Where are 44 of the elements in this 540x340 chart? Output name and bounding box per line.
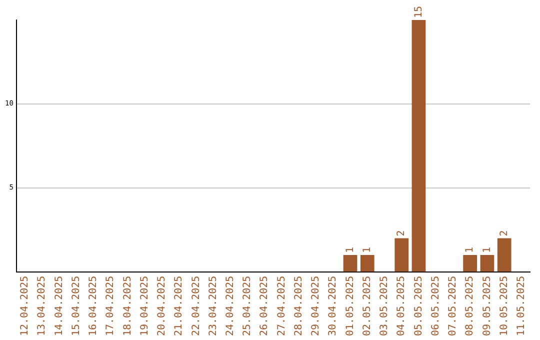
x-tick-label: 27.04.2025 — [276, 276, 288, 336]
x-tick-label: 24.04.2025 — [225, 276, 236, 336]
x-tick-label: 06.05.2025 — [430, 276, 442, 336]
data-label: 1 — [362, 246, 373, 254]
x-tick-label: 08.05.2025 — [464, 276, 476, 336]
x-tick-label: 02.05.2025 — [362, 276, 373, 336]
x-tick-label: 01.05.2025 — [344, 276, 356, 336]
bar — [360, 255, 374, 272]
x-tick-label: 12.04.2025 — [20, 276, 31, 336]
x-tick-label: 14.04.2025 — [54, 276, 65, 336]
bar — [480, 255, 494, 272]
bar — [412, 20, 426, 272]
x-tick-label: 10.05.2025 — [498, 276, 510, 336]
x-tick-label: 28.04.2025 — [293, 276, 304, 336]
x-tick-label: 11.05.2025 — [516, 276, 528, 336]
data-label: 1 — [344, 246, 356, 254]
x-tick-label: 18.04.2025 — [122, 276, 134, 336]
x-tick-label: 05.05.2025 — [413, 276, 424, 336]
x-tick-label: 04.05.2025 — [396, 276, 408, 336]
x-tick-label: 23.04.2025 — [208, 276, 219, 336]
bar — [497, 238, 512, 272]
bar — [463, 255, 478, 272]
x-tick-label: 19.04.2025 — [139, 276, 150, 336]
bar — [394, 238, 409, 272]
x-tick-label: 21.04.2025 — [174, 276, 185, 336]
x-tick-label: 16.04.2025 — [88, 276, 100, 336]
x-tick-label: 13.04.2025 — [36, 276, 48, 336]
x-tick-label: 30.04.2025 — [328, 276, 339, 336]
x-tick-label: 25.04.2025 — [242, 276, 254, 336]
x-tick-label: 17.04.2025 — [105, 276, 116, 336]
bar — [343, 255, 358, 272]
x-tick-label: 29.04.2025 — [310, 276, 322, 336]
x-tick-label: 03.05.2025 — [379, 276, 390, 336]
x-tick-label: 09.05.2025 — [482, 276, 493, 336]
x-tick-label: 20.04.2025 — [156, 276, 168, 336]
data-label: 1 — [482, 246, 493, 254]
data-label: 15 — [413, 6, 424, 18]
data-label: 2 — [498, 230, 510, 236]
x-tick-label: 22.04.2025 — [190, 276, 202, 336]
x-tick-label: 07.05.2025 — [448, 276, 459, 336]
x-tick-label: 15.04.2025 — [70, 276, 82, 336]
x-tick-label: 26.04.2025 — [259, 276, 270, 336]
data-label: 2 — [396, 230, 408, 236]
data-label: 1 — [464, 246, 476, 254]
